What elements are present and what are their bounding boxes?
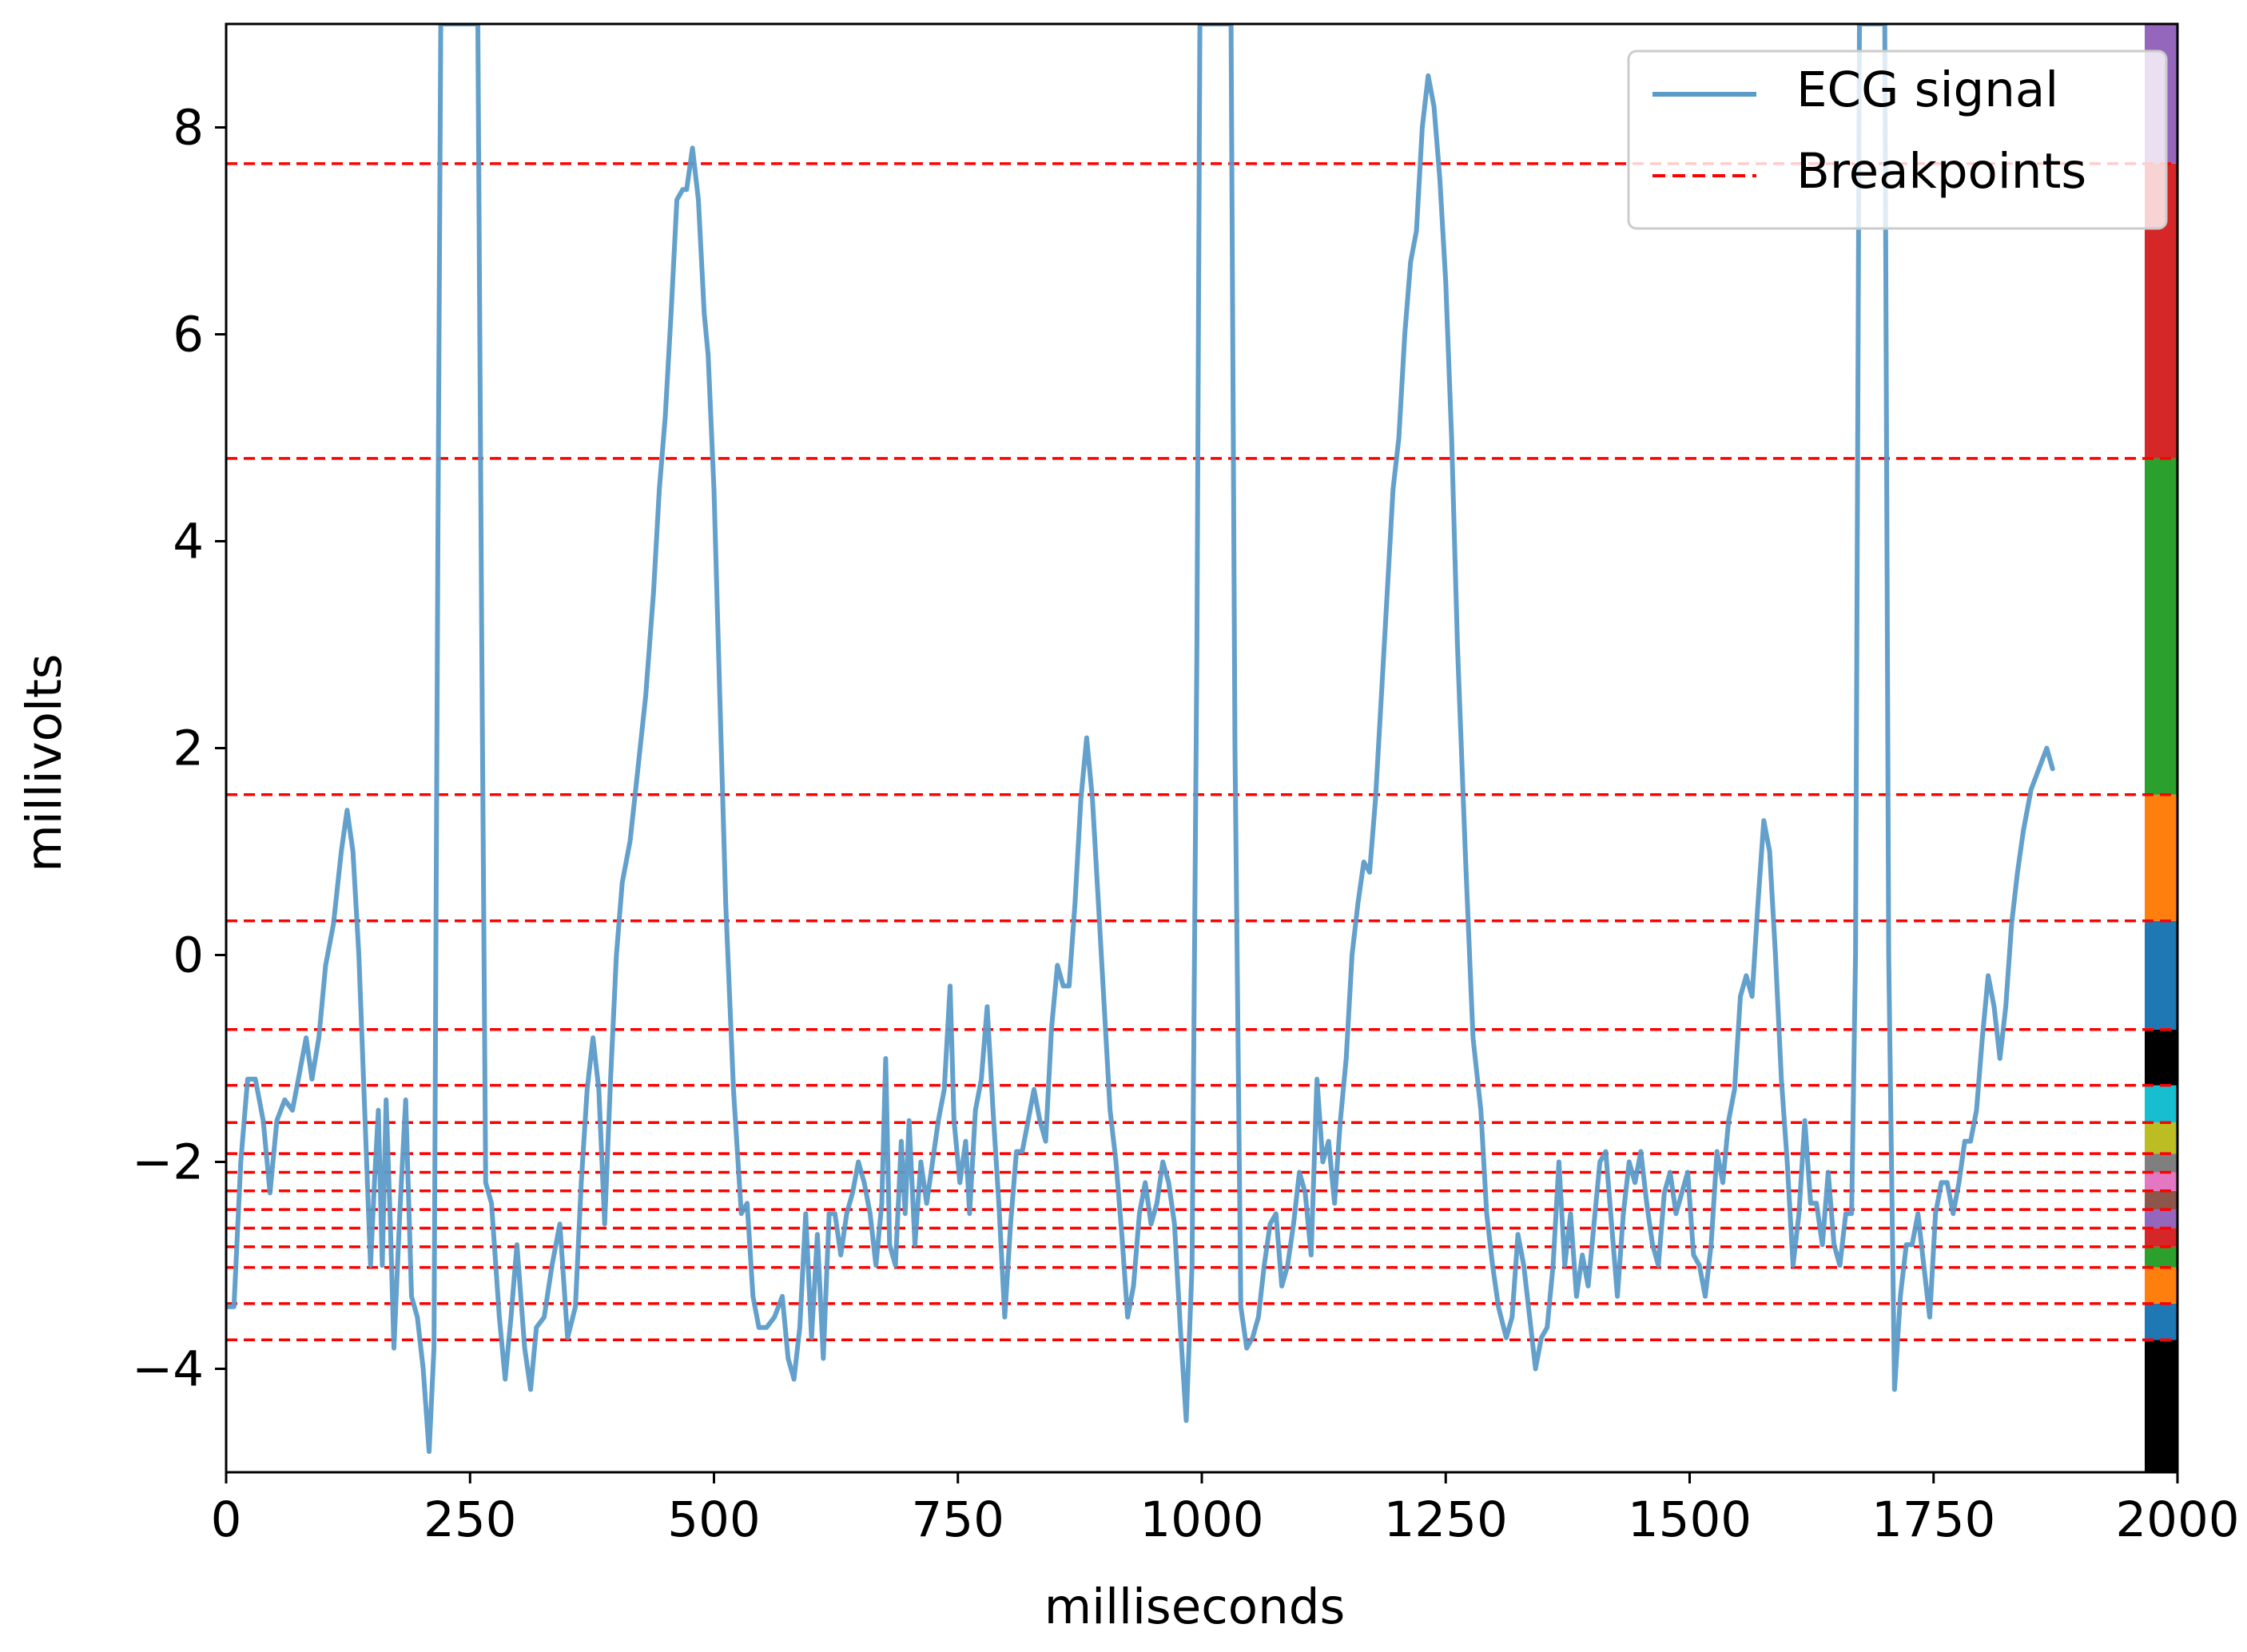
color-bar — [2145, 24, 2177, 1472]
color-bar-band — [2145, 1190, 2177, 1210]
y-tick-label: 2 — [173, 721, 204, 777]
color-bar-band — [2145, 1228, 2177, 1247]
y-tick-label: 4 — [173, 514, 204, 570]
x-tick-label: 250 — [424, 1491, 516, 1548]
y-axis-label: millivolts — [16, 653, 73, 872]
y-tick-label: 8 — [173, 100, 204, 157]
legend-box — [1627, 50, 2168, 230]
x-tick-label: 1500 — [1628, 1491, 1752, 1548]
x-tick-label: 500 — [667, 1491, 760, 1548]
color-bar-band — [2145, 1303, 2177, 1340]
x-tick-label: 1750 — [1871, 1491, 1995, 1548]
y-tick-label: −4 — [132, 1341, 204, 1398]
x-tick-label: 2000 — [2115, 1491, 2239, 1548]
legend-ecg-label: ECG signal — [1796, 62, 2058, 118]
color-bar-band — [2145, 1029, 2177, 1086]
x-tick-label: 1250 — [1384, 1491, 1508, 1548]
ecg-signal-group — [226, 24, 2055, 1455]
color-bar-band — [2145, 1154, 2177, 1173]
color-bar-band — [2145, 1340, 2177, 1472]
color-bar-band — [2145, 794, 2177, 921]
color-bar-band — [2145, 920, 2177, 1030]
color-bar-band — [2145, 1267, 2177, 1304]
x-tick-label: 0 — [211, 1491, 242, 1548]
ecg-signal-line — [226, 24, 2055, 1455]
y-tick-label: −2 — [132, 1134, 204, 1191]
x-tick-label: 750 — [912, 1491, 1004, 1548]
color-bar-band — [2145, 1085, 2177, 1123]
legend-breakpoints-label: Breakpoints — [1796, 143, 2086, 200]
axes: 0 250 500 750 1000 1250 1500 1750 2000 −4 −2 0 2 4 6 8 — [132, 22, 2240, 1548]
y-tick-label: 0 — [173, 927, 204, 984]
color-bar-band — [2145, 1172, 2177, 1191]
legend: ECG signal Breakpoints — [1627, 50, 2168, 230]
color-bar-band — [2145, 458, 2177, 795]
color-bar-band — [2145, 1122, 2177, 1154]
y-tick-label: 6 — [173, 307, 204, 363]
color-bar-band — [2145, 1209, 2177, 1229]
x-tick-label: 1000 — [1139, 1491, 1263, 1548]
x-axis-label: milliseconds — [1044, 1579, 1346, 1635]
color-bar-band — [2145, 1246, 2177, 1268]
